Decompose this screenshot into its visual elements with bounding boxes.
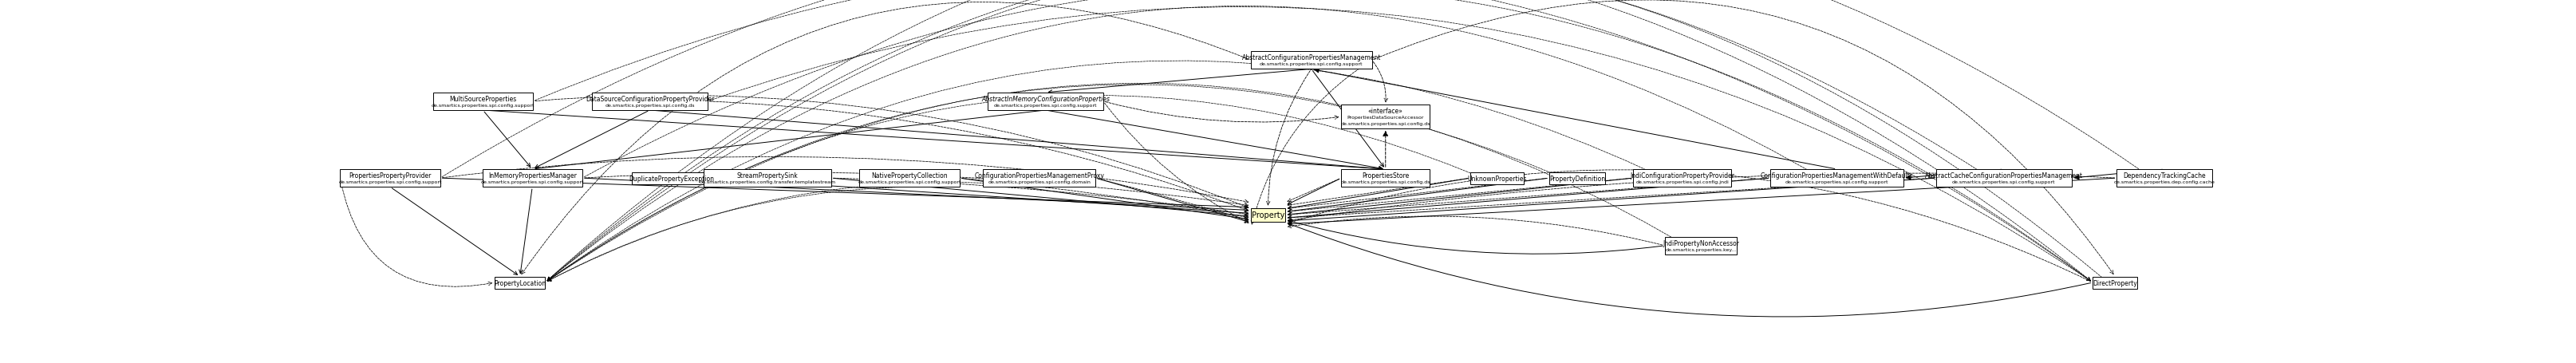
Text: ConfigurationPropertiesManagementProxy: ConfigurationPropertiesManagementProxy bbox=[974, 172, 1105, 179]
Text: DataSourceConfigurationPropertyProvider: DataSourceConfigurationPropertyProvider bbox=[585, 95, 714, 102]
FancyBboxPatch shape bbox=[631, 172, 711, 184]
Text: de.smartics.properties.dep.config.cache: de.smartics.properties.dep.config.cache bbox=[2112, 180, 2215, 184]
FancyBboxPatch shape bbox=[987, 93, 1103, 111]
Text: AbstractCacheConfigurationPropertiesManagement: AbstractCacheConfigurationPropertiesMana… bbox=[1924, 172, 2081, 179]
Text: PropertiesStore: PropertiesStore bbox=[1363, 172, 1409, 179]
FancyBboxPatch shape bbox=[1633, 170, 1731, 187]
FancyBboxPatch shape bbox=[1664, 237, 1736, 255]
Text: de.smartics.properties.spi.config.support: de.smartics.properties.spi.config.suppor… bbox=[1785, 180, 1888, 184]
FancyBboxPatch shape bbox=[1770, 170, 1904, 187]
Text: InMemoryPropertiesManager: InMemoryPropertiesManager bbox=[487, 172, 577, 179]
FancyBboxPatch shape bbox=[981, 170, 1095, 187]
FancyBboxPatch shape bbox=[860, 170, 958, 187]
Text: de.smartics.properties.spi.config.ds: de.smartics.properties.spi.config.ds bbox=[1340, 122, 1430, 126]
Text: StreamPropertySink: StreamPropertySink bbox=[737, 172, 799, 179]
Text: PropertiesPropertyProvider: PropertiesPropertyProvider bbox=[348, 172, 430, 179]
Text: de.smartics.properties.spi.config.support: de.smartics.properties.spi.config.suppor… bbox=[430, 103, 533, 107]
FancyBboxPatch shape bbox=[340, 170, 440, 187]
FancyBboxPatch shape bbox=[1548, 172, 1605, 184]
Text: de.smartics.properties.spi.config.support: de.smartics.properties.spi.config.suppor… bbox=[337, 180, 440, 184]
FancyBboxPatch shape bbox=[1342, 170, 1430, 187]
Text: PropertiesDataSourceAccessor: PropertiesDataSourceAccessor bbox=[1347, 116, 1425, 120]
Text: de.smartics.properties.spi.config.domain: de.smartics.properties.spi.config.domain bbox=[987, 180, 1090, 184]
Text: de.smartics.properties.spi.config.support: de.smartics.properties.spi.config.suppor… bbox=[1953, 180, 2056, 184]
Text: de.smartics.properties.key...: de.smartics.properties.key... bbox=[1664, 247, 1736, 251]
Text: UnknownProperties: UnknownProperties bbox=[1466, 175, 1525, 182]
Text: de.smartics.properties.spi.config.support: de.smartics.properties.spi.config.suppor… bbox=[858, 180, 961, 184]
Text: DirectProperty: DirectProperty bbox=[2092, 279, 2136, 286]
FancyBboxPatch shape bbox=[1342, 105, 1430, 129]
FancyBboxPatch shape bbox=[1471, 172, 1522, 184]
Text: DuplicatePropertyException: DuplicatePropertyException bbox=[629, 175, 714, 182]
FancyBboxPatch shape bbox=[2092, 277, 2136, 289]
Text: AbstractInMemoryConfigurationProperties: AbstractInMemoryConfigurationProperties bbox=[981, 95, 1110, 102]
Text: de.smartics.properties.spi.config.ds: de.smartics.properties.spi.config.ds bbox=[605, 103, 696, 107]
Text: DependencyTrackingCache: DependencyTrackingCache bbox=[2123, 172, 2205, 179]
Text: JndiPropertyNonAccessor: JndiPropertyNonAccessor bbox=[1662, 239, 1739, 246]
FancyBboxPatch shape bbox=[703, 170, 832, 187]
FancyBboxPatch shape bbox=[1252, 208, 1285, 222]
Text: JndiConfigurationPropertyProvider: JndiConfigurationPropertyProvider bbox=[1631, 172, 1734, 179]
Text: «interface»: «interface» bbox=[1368, 108, 1401, 115]
Text: Property: Property bbox=[1252, 211, 1285, 219]
FancyBboxPatch shape bbox=[592, 93, 708, 111]
Text: de.smartics.properties.spi.config.ds: de.smartics.properties.spi.config.ds bbox=[1340, 180, 1430, 184]
Text: de.smartics.properties.config.transfer.templatestream: de.smartics.properties.config.transfer.t… bbox=[698, 180, 835, 184]
Text: PropertyLocation: PropertyLocation bbox=[495, 279, 546, 286]
Text: PropertyDefinition: PropertyDefinition bbox=[1548, 175, 1605, 182]
Text: de.smartics.properties.spi.config.support: de.smartics.properties.spi.config.suppor… bbox=[1260, 62, 1363, 66]
Text: AbstractConfigurationPropertiesManagement: AbstractConfigurationPropertiesManagemen… bbox=[1242, 54, 1381, 61]
FancyBboxPatch shape bbox=[482, 170, 582, 187]
FancyBboxPatch shape bbox=[1935, 170, 2071, 187]
FancyBboxPatch shape bbox=[495, 277, 546, 289]
FancyBboxPatch shape bbox=[2117, 170, 2213, 187]
Text: de.smartics.properties.spi.config.support: de.smartics.properties.spi.config.suppor… bbox=[482, 180, 585, 184]
Text: MultiSourceProperties: MultiSourceProperties bbox=[448, 95, 515, 102]
Text: NativePropertyCollection: NativePropertyCollection bbox=[871, 172, 948, 179]
Text: ConfigurationPropertiesManagementWithDefaults: ConfigurationPropertiesManagementWithDef… bbox=[1759, 172, 1914, 179]
FancyBboxPatch shape bbox=[433, 93, 533, 111]
Text: de.smartics.properties.spi.config.support: de.smartics.properties.spi.config.suppor… bbox=[994, 103, 1097, 107]
Text: de.smartics.properties.spi.config.jndi: de.smartics.properties.spi.config.jndi bbox=[1636, 180, 1728, 184]
FancyBboxPatch shape bbox=[1249, 52, 1370, 70]
